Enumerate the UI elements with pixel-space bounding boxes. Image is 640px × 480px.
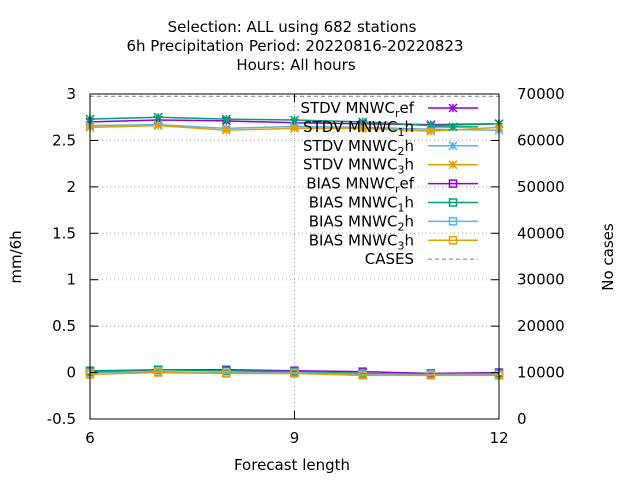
data-point bbox=[289, 123, 300, 133]
data-point bbox=[153, 112, 163, 122]
x-tick-label: 6 bbox=[85, 429, 95, 447]
data-point bbox=[426, 126, 436, 136]
title-line-2: 6h Precipitation Period: 20220816-202208… bbox=[126, 37, 463, 55]
legend-label: STDV MNWC2h bbox=[303, 137, 414, 158]
legend-label: STDV MNWCref bbox=[300, 99, 414, 120]
y-tick-label: 1.5 bbox=[52, 224, 76, 242]
series-line-7 bbox=[89, 371, 499, 377]
y2-tick-label: 50000 bbox=[517, 178, 565, 196]
legend-label: STDV MNWC3h bbox=[303, 156, 414, 177]
data-point bbox=[221, 125, 231, 135]
data-point bbox=[153, 368, 163, 377]
data-point bbox=[153, 121, 163, 131]
y-tick-label: 2.5 bbox=[52, 131, 76, 149]
legend-marker bbox=[448, 122, 458, 132]
data-point bbox=[358, 371, 367, 380]
y2-tick-label: 30000 bbox=[517, 271, 565, 289]
title-line-1: Selection: ALL using 682 stations bbox=[168, 18, 417, 36]
y2-tick-label: 40000 bbox=[517, 224, 565, 242]
legend-label: CASES bbox=[365, 250, 414, 268]
legend-marker bbox=[448, 160, 458, 170]
y2-tick-label: 10000 bbox=[517, 364, 565, 382]
legend-label: BIAS MNWC1h bbox=[309, 194, 414, 215]
y-tick-label: 3 bbox=[66, 85, 76, 103]
data-point bbox=[290, 369, 299, 378]
legend-entry-2: STDV MNWC2h bbox=[303, 137, 478, 158]
y-tick-label: -0.5 bbox=[47, 410, 76, 428]
x-tick-label: 12 bbox=[489, 429, 508, 447]
legend-marker bbox=[448, 179, 458, 188]
y2-axis-label: No cases bbox=[599, 223, 617, 291]
x-axis-label: Forecast length bbox=[234, 456, 350, 474]
legend-label: BIAS MNWC2h bbox=[309, 212, 414, 233]
legend-label: BIAS MNWC3h bbox=[309, 231, 414, 252]
data-point bbox=[289, 115, 300, 125]
y2-tick-label: 70000 bbox=[517, 85, 565, 103]
y-tick-label: 0 bbox=[66, 364, 76, 382]
legend-marker bbox=[448, 103, 458, 113]
data-point bbox=[358, 123, 368, 133]
y-axis-label: mm/6h bbox=[7, 230, 25, 283]
legend-label: BIAS MNWCref bbox=[306, 175, 414, 196]
data-point bbox=[222, 369, 231, 378]
legend-entry-7: BIAS MNWC3h bbox=[309, 231, 478, 252]
legend-marker bbox=[448, 217, 458, 226]
legend-entry-6: BIAS MNWC2h bbox=[309, 212, 478, 233]
legend-marker bbox=[448, 236, 458, 245]
y2-tick-label: 60000 bbox=[517, 131, 565, 149]
legend-entry-3: STDV MNWC3h bbox=[303, 156, 478, 177]
legend-entry-0: STDV MNWCref bbox=[300, 99, 478, 120]
legend-entry-1: STDV MNWC1h bbox=[303, 118, 478, 139]
title-line-3: Hours: All hours bbox=[236, 56, 355, 74]
y-tick-label: 2 bbox=[66, 178, 76, 196]
series-line-6 bbox=[89, 370, 499, 376]
y-tick-label: 0.5 bbox=[52, 317, 76, 335]
legend-marker bbox=[448, 141, 458, 151]
legend-entry-5: BIAS MNWC1h bbox=[309, 194, 478, 215]
chart-title: Selection: ALL using 682 stations 6h Pre… bbox=[126, 18, 463, 74]
axis-ticks: -0.5 0 0.5 1 1.5 2 2.5 3 0 10000 20000 30000 40000 50… bbox=[47, 85, 565, 447]
legend-label: STDV MNWC1h bbox=[303, 118, 414, 139]
legend-marker bbox=[448, 198, 458, 207]
legend-entry-4: BIAS MNWCref bbox=[306, 175, 478, 196]
y2-tick-label: 0 bbox=[517, 410, 527, 428]
y-tick-label: 1 bbox=[66, 271, 76, 289]
legend-entry-8: CASES bbox=[365, 250, 478, 268]
series-layer bbox=[85, 112, 504, 380]
data-point bbox=[426, 371, 436, 380]
data-point bbox=[221, 114, 231, 124]
x-tick-label: 9 bbox=[290, 429, 300, 447]
y2-tick-label: 20000 bbox=[517, 317, 565, 335]
